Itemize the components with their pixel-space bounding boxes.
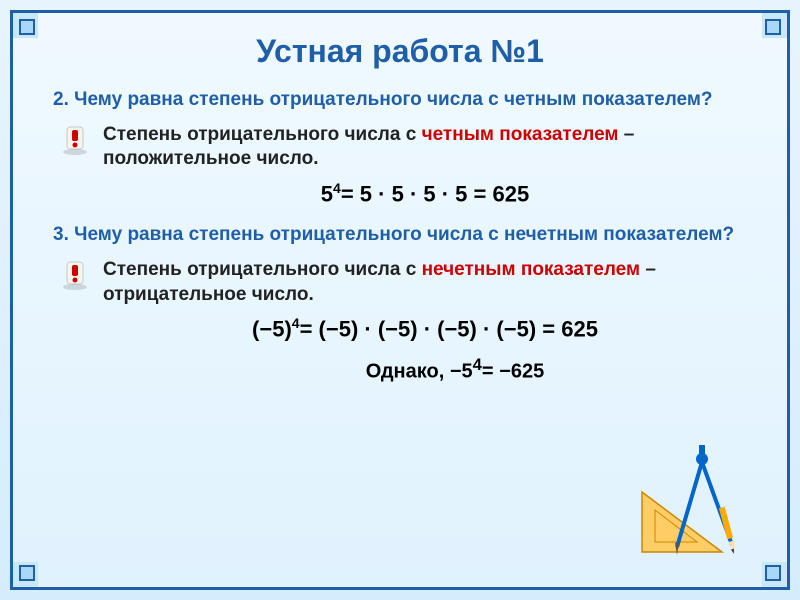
however-note: Однако, −54= −625 [103,355,747,384]
slide-frame: Устная работа №1 2. Чему равна степень о… [10,10,790,590]
exclamation-icon [59,260,91,292]
answer-3-highlight: нечетным показателем [422,259,640,280]
question-3: 3. Чему равна степень отрицательного чис… [53,223,747,248]
slide-title: Устная работа №1 [53,33,747,70]
formula-3: (−5)4= (−5) · (−5) · (−5) · (−5) = 625 [103,315,747,342]
answer-block-2: Степень отрицательного числа с четным по… [53,123,747,208]
corner-decoration [765,19,781,35]
answer-3-pre: Степень отрицательного числа с [103,259,422,280]
answer-2-pre: Степень отрицательного числа с [103,124,422,145]
slide-content: Устная работа №1 2. Чему равна степень о… [13,13,787,419]
answer-2-highlight: четным показателем [422,124,619,145]
answer-block-3: Степень отрицательного числа с нечетным … [53,258,747,383]
answer-2-text: Степень отрицательного числа с четным по… [103,123,747,172]
exclamation-icon [59,125,91,157]
corner-decoration [19,565,35,581]
corner-decoration [765,565,781,581]
compass-pencil-icon [627,437,757,567]
question-2: 2. Чему равна степень отрицательного чис… [53,88,747,113]
formula-2: 54= 5 · 5 · 5 · 5 = 625 [103,180,747,207]
answer-3-text: Степень отрицательного числа с нечетным … [103,258,747,307]
corner-decoration [19,19,35,35]
